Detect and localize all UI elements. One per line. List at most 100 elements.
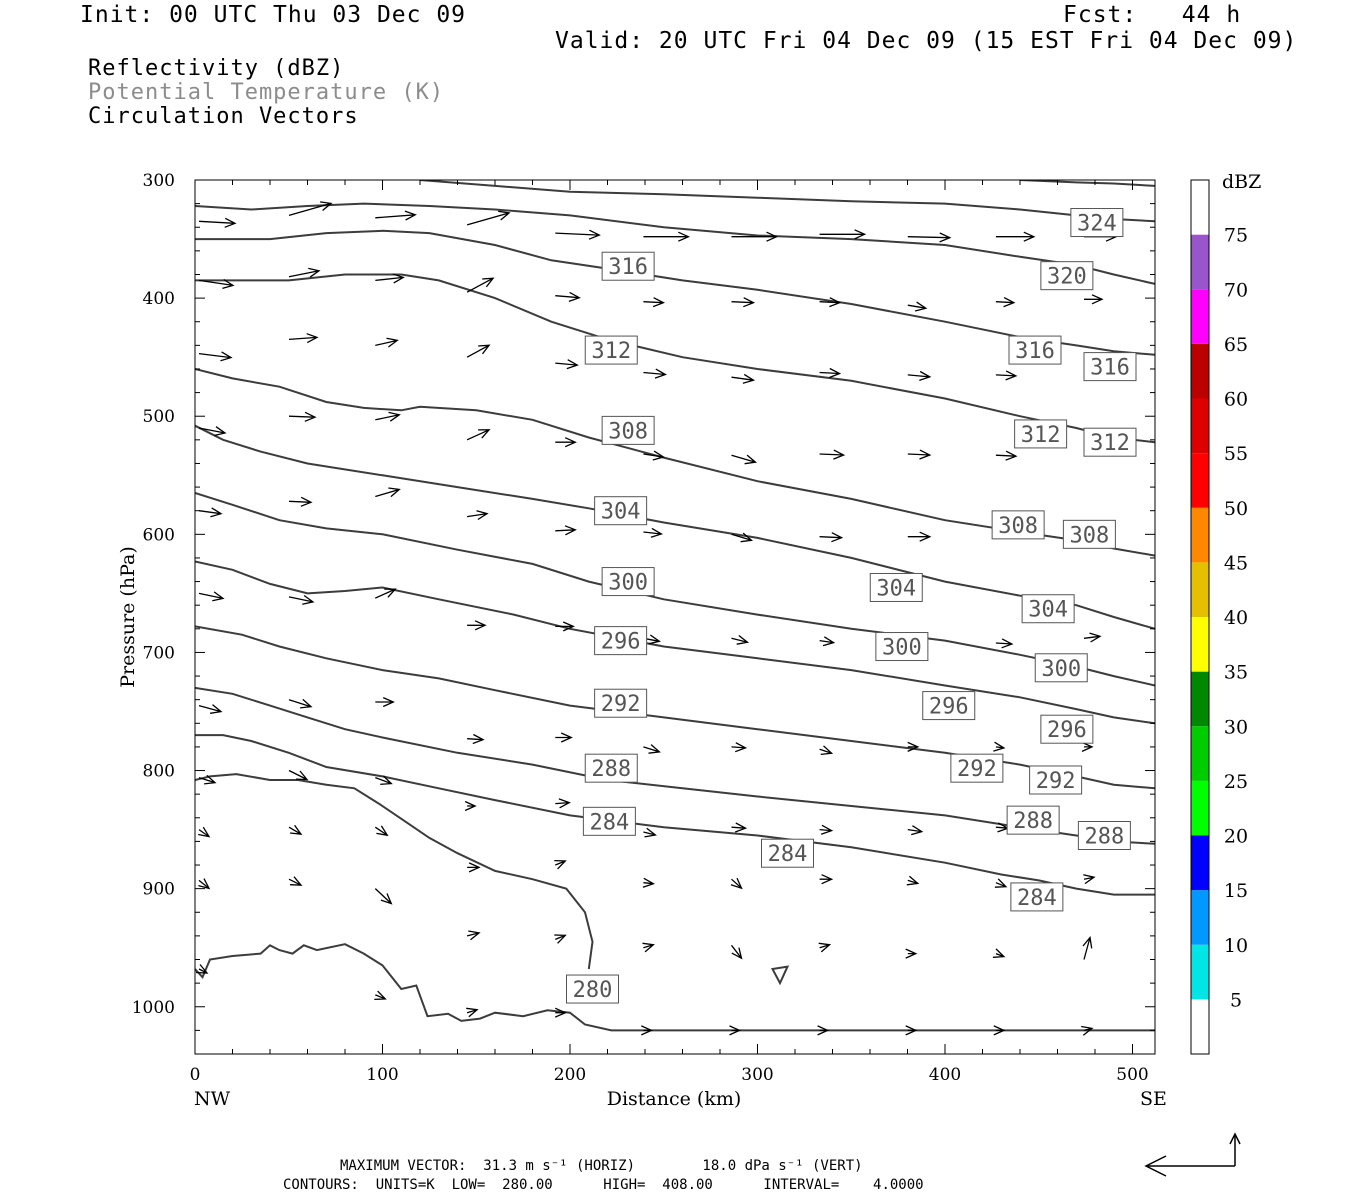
circulation-vector — [995, 450, 1018, 461]
circulation-vector — [730, 877, 743, 890]
circulation-vector — [288, 496, 313, 507]
plot-frame — [194, 179, 1156, 1055]
contour-label-text: 288 — [1013, 809, 1053, 834]
x-end-label-left: NW — [194, 1088, 231, 1110]
colorbar-swatch — [1191, 562, 1209, 617]
contour-label-308: 308 — [1062, 519, 1116, 549]
circulation-vector — [288, 876, 303, 886]
contour-label-text: 296 — [601, 630, 641, 655]
contour-label-304: 304 — [594, 496, 648, 526]
colorbar-level-label: 55 — [1224, 443, 1248, 465]
colorbar-swatch — [1191, 234, 1209, 290]
contour-label-text: 304 — [601, 500, 641, 525]
contour-label-text: 304 — [1028, 598, 1068, 623]
colorbar-level-label: 50 — [1224, 498, 1248, 520]
circulation-vector — [288, 698, 313, 709]
colorbar-frame — [1190, 179, 1210, 1055]
contour-label-text: 284 — [590, 810, 630, 835]
circulation-vector — [819, 874, 834, 885]
circulation-vector — [819, 824, 834, 835]
circulation-vector — [554, 1007, 567, 1018]
colorbar-level-label: 25 — [1224, 771, 1248, 793]
contour-label-288: 288 — [1006, 805, 1060, 835]
contour-label-text: 292 — [1036, 769, 1076, 794]
y-axis: 300 400 500 600 700 800 900 1000 — [132, 171, 1155, 1031]
circulation-vector — [555, 437, 577, 448]
circulation-vector — [730, 944, 743, 960]
circulation-vector — [374, 825, 389, 837]
init-time: Init: 00 UTC Thu 03 Dec 09 — [80, 2, 467, 28]
contour-label-text: 308 — [1070, 523, 1110, 548]
contour-label-box — [1021, 594, 1075, 624]
circulation-vector — [288, 333, 319, 344]
contour-label-300: 300 — [875, 632, 929, 662]
contour-label-text: 308 — [608, 419, 648, 444]
circulation-vector — [375, 775, 393, 785]
contour-label-292: 292 — [1029, 765, 1083, 795]
circulation-vector — [375, 487, 401, 498]
colorbar-level-label: 40 — [1224, 607, 1248, 629]
circulation-vector — [905, 1025, 918, 1036]
colorbar: 5 10 15 20 25 30 35 40 45 50 55 60 65 70 75 — [1190, 179, 1248, 1055]
circulation-vector — [907, 825, 924, 836]
circulation-vector — [198, 426, 227, 437]
x-axis: 0 100 200 300 400 500 — [190, 180, 1149, 1085]
contour-info-note: CONTOURS: UNITS=K LOW= 280.00 HIGH= 408.… — [283, 1177, 924, 1193]
colorbar-level-label: 45 — [1224, 552, 1248, 574]
x-tick-label: 400 — [929, 1065, 961, 1085]
colorbar-swatch — [1191, 780, 1209, 836]
contour-label-box — [869, 572, 923, 602]
colorbar-swatch — [1191, 944, 1209, 1000]
forecast-hour: Fcst: 44 h — [1063, 2, 1242, 28]
colorbar-level-label: 65 — [1224, 334, 1248, 356]
circulation-vector — [819, 636, 836, 647]
contour-label-box — [1034, 653, 1088, 683]
circulation-vector — [907, 232, 952, 243]
contour-label-box — [1006, 805, 1060, 835]
circulation-vector — [995, 231, 1036, 242]
contour-label-text: 312 — [1021, 423, 1061, 448]
colorbar-swatch — [1191, 398, 1209, 454]
contour-label-text: 296 — [1047, 718, 1087, 743]
circulation-vector — [729, 1025, 742, 1036]
circulation-vector — [555, 621, 575, 632]
circulation-vector — [554, 859, 567, 870]
contour-label-text: 300 — [608, 571, 648, 596]
isentrope-280-cell — [770, 965, 790, 986]
circulation-vector — [375, 210, 417, 221]
contour-label-text: 312 — [1090, 431, 1130, 456]
contour-label-312: 312 — [1014, 419, 1068, 449]
circulation-vector — [995, 370, 1018, 381]
contour-label-288: 288 — [584, 753, 638, 783]
colorbar-swatch — [1191, 507, 1209, 563]
circulation-vector — [731, 231, 779, 242]
contour-label-box — [601, 251, 655, 281]
circulation-vector — [466, 344, 491, 358]
contour-label-text: 284 — [768, 842, 808, 867]
circulation-vector — [198, 351, 233, 362]
colorbar-swatch — [1191, 671, 1209, 727]
circulation-vector — [642, 942, 655, 953]
circulation-vector — [995, 297, 1016, 308]
circulation-vector — [555, 359, 579, 370]
contour-label-box — [1040, 261, 1094, 291]
contour-label-box — [1010, 882, 1064, 912]
contour-label-308: 308 — [991, 510, 1045, 540]
circulation-vector — [555, 229, 601, 240]
colorbar-swatch — [1191, 617, 1209, 672]
contour-label-300: 300 — [1034, 653, 1088, 683]
contour-label-296: 296 — [922, 691, 976, 721]
contour-label-284: 284 — [761, 838, 814, 868]
y-axis-title: Pressure (hPa) — [117, 546, 139, 688]
x-axis-title: Distance (km) — [607, 1088, 742, 1110]
circulation-vector — [466, 930, 481, 941]
colorbar-level-label: 70 — [1224, 279, 1248, 301]
circulation-vector — [467, 733, 485, 745]
contour-label-292: 292 — [594, 688, 648, 718]
x-tick-label: 200 — [554, 1065, 586, 1085]
contour-label-box — [922, 691, 976, 721]
contour-label-300: 300 — [601, 567, 655, 597]
circulation-vector — [819, 229, 867, 240]
isentrope-280 — [195, 943, 1155, 1032]
circulation-vector — [375, 411, 401, 422]
